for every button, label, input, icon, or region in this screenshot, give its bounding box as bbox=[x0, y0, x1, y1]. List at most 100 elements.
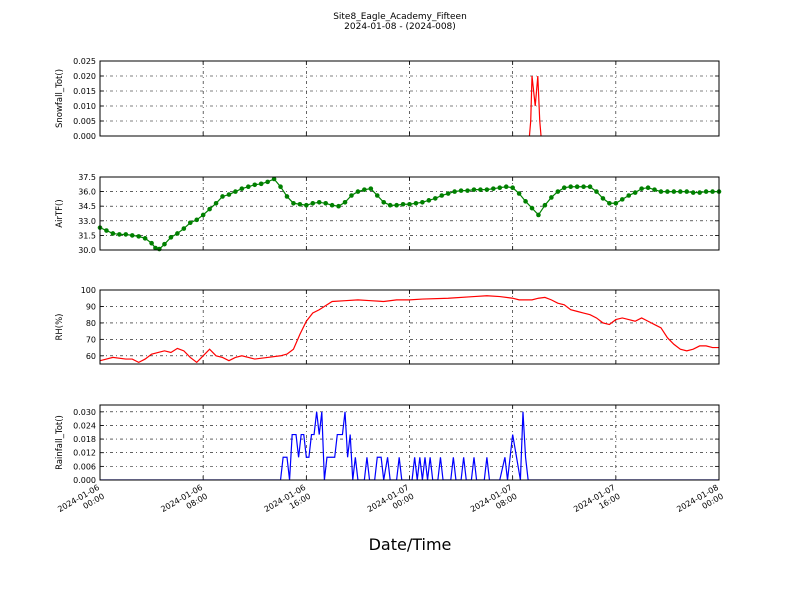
y-tick-label: 34.5 bbox=[78, 202, 96, 211]
airtf-data-point bbox=[246, 184, 251, 190]
y-tick-label: 37.5 bbox=[78, 173, 96, 182]
airtf-data-point bbox=[233, 189, 238, 194]
airtf-data-point bbox=[478, 187, 483, 192]
airtf-data-point bbox=[413, 200, 419, 206]
airtf-data-point bbox=[600, 196, 606, 201]
airtf-data-point bbox=[471, 187, 477, 192]
y-tick-label: 90 bbox=[86, 302, 96, 311]
airtf-data-point bbox=[123, 232, 129, 237]
airtf-data-point bbox=[549, 195, 554, 200]
panel-frame bbox=[99, 404, 720, 481]
airtf-data-point bbox=[336, 203, 341, 209]
airtf-data-point bbox=[400, 201, 406, 207]
figure-title: Site8_Eagle_Academy_Fifteen bbox=[333, 12, 467, 22]
x-axis-label: Date/Time bbox=[369, 535, 452, 554]
airtf-data-point bbox=[181, 226, 187, 231]
airtf-data-point bbox=[129, 233, 135, 238]
x-tick-label: 2024-01-0700:00 bbox=[366, 483, 416, 523]
rh-series-line bbox=[100, 295, 719, 364]
panel-snowfall: 0.000 0.005 0.010 0.015 0.020 0.025 Snowfall_T… bbox=[55, 57, 720, 141]
airtf-data-point bbox=[252, 182, 258, 188]
airtf-data-point bbox=[213, 200, 219, 206]
airtf-data-point bbox=[458, 188, 464, 193]
airtf-data-point bbox=[297, 201, 303, 207]
figure-subtitle: 2024-01-08 - (2024-008) bbox=[344, 22, 456, 32]
airtf-data-point bbox=[110, 231, 116, 236]
airtf-data-point bbox=[420, 200, 425, 205]
airtf-data-point bbox=[381, 200, 387, 205]
airtf-data-point bbox=[265, 179, 270, 185]
airtf-data-point bbox=[323, 200, 328, 206]
x-tick-label: 2024-01-0600:00 bbox=[56, 483, 106, 523]
y-tick-label: 70 bbox=[86, 335, 96, 344]
airtf-data-point bbox=[310, 200, 316, 206]
airtf-data-point bbox=[342, 200, 348, 205]
panel-rainfall: 0.000 0.006 0.012 0.018 0.024 0.030 Rainfall_T… bbox=[55, 404, 720, 485]
airtf-data-point bbox=[136, 234, 141, 239]
airtf-data-point bbox=[587, 184, 593, 190]
airtf-data-point bbox=[561, 185, 567, 191]
airtf-data-point bbox=[542, 202, 548, 208]
x-tick-label: 2024-01-0616:00 bbox=[263, 483, 313, 523]
airtf-data-point bbox=[510, 185, 515, 191]
airtf-data-point bbox=[491, 186, 496, 191]
airtf-data-point bbox=[607, 200, 612, 206]
airtf-data-point bbox=[639, 186, 644, 191]
airtf-data-point bbox=[645, 185, 651, 191]
x-tick-labels: 2024-01-0600:00 2024-01-0608:00 2024-01-06… bbox=[56, 483, 725, 523]
airtf-data-point bbox=[387, 202, 393, 208]
airtf-data-point bbox=[200, 212, 206, 218]
y-tick-label: 36.0 bbox=[78, 188, 96, 197]
airtf-data-point bbox=[104, 228, 109, 233]
panel-airtf: 30.0 31.5 33.0 34.5 36.0 37.5 AirTF() bbox=[55, 173, 722, 255]
airtf-data-point bbox=[368, 186, 374, 191]
airtf-data-point bbox=[710, 189, 715, 194]
x-tick-label: 2024-01-0800:00 bbox=[675, 483, 725, 523]
y-tick-label: 0.010 bbox=[73, 102, 96, 111]
airtf-data-point bbox=[581, 184, 586, 190]
y-tick-label: 30.0 bbox=[78, 246, 96, 255]
y-axis-label-airtf: AirTF() bbox=[55, 199, 65, 227]
airtf-data-point bbox=[632, 190, 638, 195]
airtf-data-point bbox=[529, 205, 535, 211]
x-tick-label: 2024-01-0608:00 bbox=[159, 483, 209, 523]
airtf-data-point bbox=[349, 193, 354, 198]
panel-frame bbox=[99, 289, 720, 365]
airtf-data-point bbox=[626, 193, 632, 198]
airtf-data-point bbox=[175, 231, 180, 236]
airtf-data-point bbox=[220, 194, 225, 199]
airtf-data-point bbox=[619, 197, 625, 202]
y-tick-label: 100 bbox=[81, 286, 96, 295]
airtf-data-point bbox=[439, 193, 445, 198]
airtf-data-point bbox=[278, 184, 283, 190]
y-axis-label-rainfall: Rainfall_Tot() bbox=[55, 415, 65, 470]
airtf-data-point bbox=[407, 201, 412, 207]
airtf-data-point bbox=[697, 190, 702, 195]
airtf-data-point bbox=[153, 245, 158, 251]
airtf-data-point bbox=[374, 193, 380, 198]
airtf-data-point bbox=[426, 198, 432, 203]
y-tick-label: 0.025 bbox=[73, 57, 96, 66]
airtf-data-point bbox=[329, 202, 335, 208]
airtf-data-point bbox=[142, 236, 148, 241]
airtf-data-point bbox=[157, 246, 162, 252]
y-tick-label: 80 bbox=[86, 319, 96, 328]
airtf-data-point bbox=[703, 189, 709, 194]
y-tick-label: 0.020 bbox=[73, 72, 96, 81]
airtf-data-point bbox=[284, 194, 290, 199]
panel-frame bbox=[99, 60, 720, 137]
y-tick-label: 0.015 bbox=[73, 87, 96, 96]
y-tick-label: 31.5 bbox=[78, 231, 96, 240]
airtf-data-point bbox=[690, 190, 696, 195]
airtf-data-point bbox=[187, 220, 193, 226]
airtf-data-point bbox=[523, 199, 528, 204]
y-axis-label-snowfall: Snowfall_Tot() bbox=[55, 69, 65, 128]
airtf-data-point bbox=[239, 186, 245, 191]
airtf-data-point bbox=[484, 187, 490, 192]
airtf-data-point bbox=[362, 187, 367, 192]
airtf-data-point bbox=[162, 241, 167, 247]
airtf-data-point bbox=[465, 188, 470, 193]
airtf-data-point bbox=[168, 235, 174, 240]
airtf-data-point bbox=[671, 189, 677, 194]
